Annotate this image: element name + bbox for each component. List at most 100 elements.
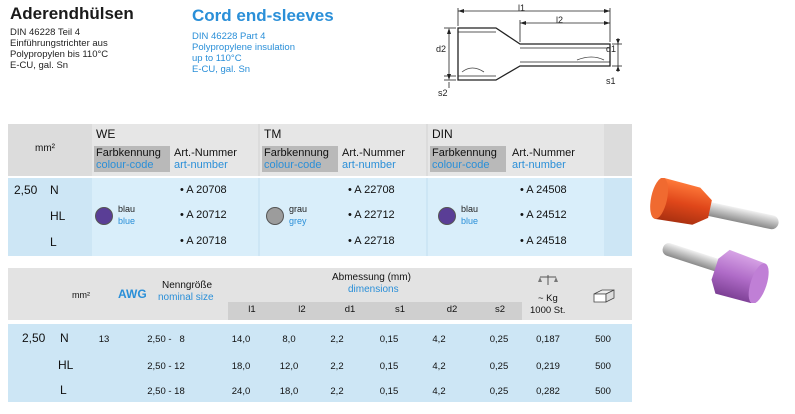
- group-tm-art-en: art-number: [342, 159, 396, 171]
- row-awg: 13: [98, 334, 110, 345]
- nominal-size-de: Nenngröße: [162, 280, 213, 291]
- row-d2: 4,2: [432, 361, 446, 372]
- label-l2: l2: [556, 15, 564, 25]
- row-pack: 500: [595, 334, 611, 345]
- article-a22712: • A 22712: [348, 209, 395, 221]
- group-tm-colour-de: Farbkennung: [264, 147, 329, 159]
- english-line-2: Polypropylene insulation: [192, 42, 295, 53]
- label-s2: s2: [438, 88, 448, 98]
- row-s2: 0,25: [489, 386, 509, 397]
- color-swatch-grey: [266, 207, 284, 225]
- english-line-3: up to 110°C: [192, 53, 242, 64]
- dim-header-d2: d2: [446, 304, 458, 315]
- row-kg: 0,282: [536, 386, 560, 397]
- row-s2: 0,25: [489, 334, 509, 345]
- row-pack: 500: [595, 361, 611, 372]
- group-we-art-en: art-number: [174, 159, 228, 171]
- dimensions-de: Abmessung (mm): [332, 272, 411, 283]
- bottom-size-value: 2,50: [22, 331, 46, 345]
- scale-icon: [538, 275, 558, 285]
- group-din-colour-en: colour-code: [432, 159, 490, 171]
- group-we-colour-de: Farbkennung: [96, 147, 161, 159]
- top-row-l: L: [50, 235, 57, 249]
- row-d1: 2,2: [330, 361, 344, 372]
- dimensions-en: dimensions: [348, 284, 399, 295]
- dim-header-l1: l1: [248, 304, 256, 315]
- english-title: Cord end-sleeves: [192, 6, 334, 25]
- label-d1: d1: [606, 44, 617, 54]
- sleeve-product-photos: [650, 178, 779, 303]
- article-a20708: • A 20708: [180, 184, 227, 196]
- group-din-colour-de: Farbkennung: [432, 147, 497, 159]
- row-s1: 0,15: [379, 361, 399, 372]
- group-din-art-en: art-number: [512, 159, 566, 171]
- row-l2: 12,0: [279, 361, 299, 372]
- row-s1: 0,15: [379, 334, 399, 345]
- package-icon: [593, 289, 615, 303]
- group-din-art-de: Art.-Nummer: [512, 147, 575, 159]
- group-we-colour-header: [94, 146, 170, 172]
- group-we-name: WE: [96, 127, 116, 141]
- group-din-color-de: blau: [461, 204, 479, 214]
- color-swatch-blue: [95, 207, 113, 225]
- row-kg: 0,187: [536, 334, 560, 345]
- english-line-1: DIN 46228 Part 4: [192, 31, 266, 42]
- dim-header-s2: s2: [494, 304, 506, 315]
- group-we-colour-en: colour-code: [96, 159, 154, 171]
- color-swatch-blue-din: [438, 207, 456, 225]
- row-type: HL: [58, 358, 74, 372]
- english-line-4: E-CU, gal. Sn: [192, 64, 251, 75]
- bottom-unit-label: mm²: [72, 290, 90, 300]
- article-a22718: • A 22718: [348, 235, 395, 247]
- dim-header-l2: l2: [298, 304, 306, 315]
- row-pack: 500: [595, 386, 611, 397]
- dim-header-d1: d1: [344, 304, 356, 315]
- group-tm-colour-header: [262, 146, 338, 172]
- bottom-table-body: [8, 324, 632, 402]
- nominal-size-en: nominal size: [158, 292, 214, 303]
- sleeve-dimension-drawing: [444, 8, 622, 88]
- weight-label: ~ Kg: [538, 293, 558, 304]
- row-nominal: 2,50 - 8: [147, 334, 185, 345]
- group-tm-colour-en: colour-code: [264, 159, 322, 171]
- row-type: L: [60, 383, 67, 397]
- group-we-body: [92, 178, 258, 256]
- german-title: Aderendhülsen: [10, 4, 134, 23]
- row-type: N: [60, 331, 69, 345]
- group-tm-art-de: Art.-Nummer: [342, 147, 405, 159]
- group-we-color-de: blau: [118, 204, 136, 214]
- row-d1: 2,2: [330, 386, 344, 397]
- group-we-art-de: Art.-Nummer: [174, 147, 237, 159]
- awg-header: AWG: [118, 287, 147, 301]
- top-size-value: 2,50: [14, 183, 38, 197]
- dim-header-s1: s1: [394, 304, 406, 315]
- row-d2: 4,2: [432, 386, 446, 397]
- german-line-4: E-CU, gal. Sn: [10, 60, 69, 71]
- group-din-colour-header: [430, 146, 506, 172]
- row-nominal: 2,50 - 12: [147, 361, 185, 372]
- article-a24518: • A 24518: [520, 235, 567, 247]
- label-d2: d2: [436, 44, 447, 54]
- row-l1: 24,0: [231, 386, 251, 397]
- label-l1: l1: [518, 3, 526, 13]
- group-tm-name: TM: [264, 127, 282, 141]
- row-s1: 0,15: [379, 386, 399, 397]
- group-tm-color-de: grau: [289, 204, 308, 214]
- german-line-3: Polypropylen bis 110°C: [10, 49, 109, 60]
- weight-sub: 1000 St.: [530, 305, 566, 316]
- article-a24512: • A 24512: [520, 209, 567, 221]
- row-l1: 18,0: [231, 361, 251, 372]
- article-a20712: • A 20712: [180, 209, 227, 221]
- top-row-hl: HL: [50, 209, 66, 223]
- label-s1: s1: [606, 76, 616, 86]
- dims-subheader: [228, 302, 522, 320]
- row-d2: 4,2: [432, 334, 446, 345]
- german-line-2: Einführungstrichter aus: [10, 38, 108, 49]
- article-a20718: • A 20718: [180, 235, 227, 247]
- top-row-n: N: [50, 183, 59, 197]
- group-din-color-en: blue: [461, 216, 479, 226]
- row-l2: 8,0: [282, 334, 296, 345]
- group-din-name: DIN: [432, 127, 453, 141]
- row-s2: 0,25: [489, 361, 509, 372]
- row-l2: 18,0: [279, 386, 299, 397]
